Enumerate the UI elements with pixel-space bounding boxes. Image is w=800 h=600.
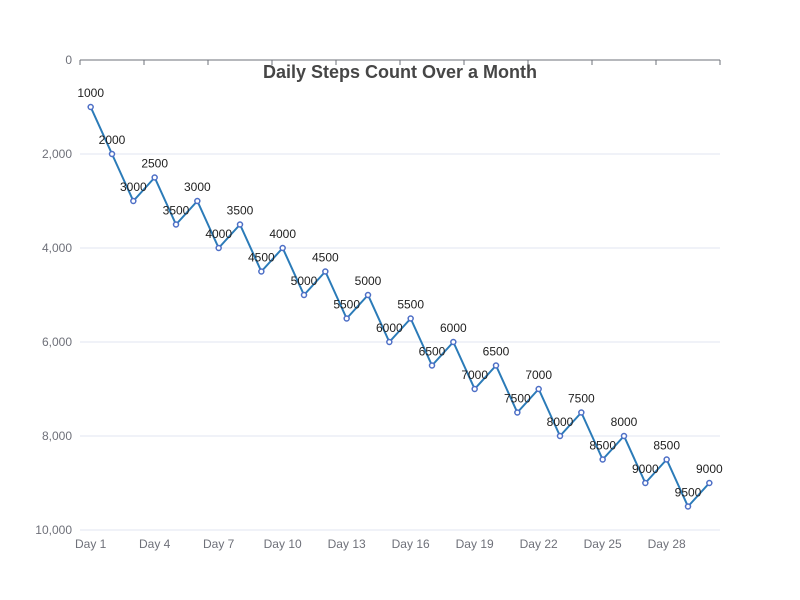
- data-label: 3500: [163, 204, 190, 218]
- data-label: 6000: [376, 321, 403, 335]
- data-label: 6500: [419, 345, 446, 359]
- data-point: [706, 479, 713, 487]
- data-label: 1000: [77, 86, 104, 100]
- data-points: [87, 103, 713, 510]
- data-label: 5500: [333, 298, 360, 312]
- data-label: 5000: [291, 274, 318, 288]
- y-tick-label: 4,000: [42, 241, 72, 255]
- data-point: [471, 385, 478, 393]
- data-point: [215, 244, 222, 252]
- data-point: [642, 479, 649, 487]
- data-point: [364, 291, 372, 299]
- data-label: 9000: [696, 462, 723, 476]
- data-label: 6000: [440, 321, 467, 335]
- data-point: [279, 244, 286, 252]
- data-point: [300, 291, 308, 299]
- x-tick-label: Day 1: [75, 537, 107, 551]
- data-label: 4000: [269, 227, 296, 241]
- x-tick-label: Day 19: [456, 537, 494, 551]
- data-point: [386, 338, 393, 346]
- data-point: [322, 268, 329, 275]
- data-label: 3000: [184, 180, 211, 194]
- data-point: [236, 221, 244, 228]
- data-label: 4000: [205, 227, 232, 241]
- y-tick-label: 0: [65, 53, 72, 67]
- data-point: [620, 432, 628, 440]
- data-point: [535, 385, 542, 393]
- data-point: [663, 456, 670, 463]
- data-point: [450, 338, 457, 346]
- data-point: [514, 409, 521, 416]
- x-tick-label: Day 16: [392, 537, 430, 551]
- data-label: 8500: [653, 439, 680, 453]
- data-point: [578, 409, 585, 416]
- data-label: 8000: [547, 415, 574, 429]
- data-label: 4500: [248, 251, 275, 265]
- data-point: [556, 432, 564, 440]
- x-tick-label: Day 22: [520, 537, 558, 551]
- grid-lines: [80, 153, 720, 531]
- data-label: 7500: [568, 392, 595, 406]
- data-label: 5500: [397, 298, 424, 312]
- series-line: [89, 106, 711, 508]
- data-label: 7000: [525, 368, 552, 382]
- data-point: [599, 456, 606, 463]
- data-point: [407, 315, 414, 322]
- x-tick-label: Day 10: [264, 537, 302, 551]
- data-point: [87, 103, 94, 111]
- y-tick-label: 10,000: [35, 523, 72, 537]
- data-point: [343, 315, 350, 322]
- data-point: [151, 174, 158, 181]
- data-point: [172, 221, 180, 228]
- data-label: 2500: [141, 157, 168, 171]
- series-line-group: [89, 106, 711, 508]
- data-labels: 1000 2000 3000 2500 3500 3000 4000 3500 4500 4000…: [77, 86, 723, 500]
- x-tick-label: Day 25: [584, 537, 622, 551]
- data-label: 3500: [227, 204, 254, 218]
- data-label: 8500: [589, 439, 616, 453]
- data-label: 7000: [461, 368, 488, 382]
- data-point: [130, 197, 137, 205]
- y-tick-label: 8,000: [42, 429, 72, 443]
- data-label: 7500: [504, 392, 531, 406]
- chart-title: Daily Steps Count Over a Month: [263, 62, 537, 82]
- data-label: 6500: [483, 345, 510, 359]
- data-point: [108, 150, 116, 158]
- data-label: 8000: [611, 415, 638, 429]
- x-tick-label: Day 13: [328, 537, 366, 551]
- data-label: 5000: [355, 274, 382, 288]
- y-tick-label: 2,000: [42, 147, 72, 161]
- x-tick-label: Day 7: [203, 537, 235, 551]
- data-point: [194, 197, 201, 205]
- data-point: [258, 268, 265, 275]
- y-tick-label: 6,000: [42, 335, 72, 349]
- data-label: 3000: [120, 180, 147, 194]
- data-label: 4500: [312, 251, 339, 265]
- data-point: [492, 362, 500, 369]
- x-tick-label: Day 28: [648, 537, 686, 551]
- data-point: [428, 362, 436, 369]
- data-label: 9000: [632, 462, 659, 476]
- data-label: 2000: [99, 133, 126, 147]
- x-tick-label: Day 4: [139, 537, 171, 551]
- data-point: [684, 503, 692, 510]
- data-label: 9500: [675, 486, 702, 500]
